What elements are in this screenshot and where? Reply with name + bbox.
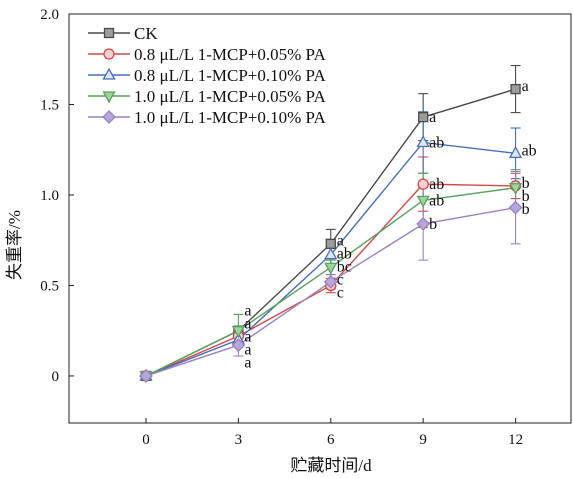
data-label: b <box>522 201 530 218</box>
legend-label: 1.0 μL/L 1-MCP+0.05% PA <box>134 87 326 106</box>
legend-symbol <box>88 91 130 104</box>
data-label: a <box>429 109 436 126</box>
data-label: c <box>337 285 344 302</box>
y-tick-label: 0.5 <box>40 278 59 294</box>
legend-item-0.8-0.05: 0.8 μL/L 1-MCP+0.05% PA <box>88 45 326 64</box>
data-point-marker <box>231 326 245 339</box>
data-point-marker <box>324 247 338 260</box>
data-label: a <box>244 302 251 319</box>
data-label: a <box>337 233 344 250</box>
legend-label: 1.0 μL/L 1-MCP+0.10% PA <box>134 108 326 127</box>
data-point-marker <box>510 83 521 95</box>
y-tick-label: 2.0 <box>40 7 59 23</box>
x-tick-label: 0 <box>142 432 150 448</box>
data-point-marker <box>508 183 523 196</box>
x-tick-label: 6 <box>327 432 335 448</box>
legend-marker <box>102 67 116 80</box>
data-points <box>139 83 523 384</box>
plot-frame <box>68 13 572 424</box>
x-tick-label: 9 <box>419 432 427 448</box>
x-tick-label: 3 <box>235 432 243 448</box>
data-label: b <box>522 175 530 192</box>
data-label: a <box>244 315 251 332</box>
legend-item-0.8-0.10: 0.8 μL/L 1-MCP+0.10% PA <box>88 66 326 85</box>
legend-label: 0.8 μL/L 1-MCP+0.05% PA <box>134 45 326 64</box>
data-label: c <box>337 272 344 289</box>
x-axis-label: 贮藏时间/d <box>290 456 372 475</box>
y-tick-label: 1.5 <box>40 97 59 113</box>
y-axis: 0 0.5 1.0 1.5 2.0 <box>40 7 74 385</box>
data-label: a <box>244 341 251 358</box>
data-label: a <box>244 328 251 345</box>
legend-marker <box>103 48 115 60</box>
data-label: ab <box>429 176 444 193</box>
legend-label: 0.8 μL/L 1-MCP+0.10% PA <box>134 66 326 85</box>
x-tick-label: 12 <box>508 432 523 448</box>
legend-symbol <box>88 67 130 80</box>
legend: CK 0.8 μL/L 1-MCP+0.05% PA 0.8 μL/L 1-MC… <box>88 24 326 127</box>
legend-marker <box>102 91 116 104</box>
legend-symbol <box>88 110 130 124</box>
data-label: a <box>244 354 251 371</box>
data-point-marker <box>139 369 153 383</box>
data-point-marker <box>418 112 429 123</box>
data-point-marker <box>324 262 338 275</box>
legend-label: CK <box>134 24 158 43</box>
y-tick-label: 1.0 <box>40 188 59 204</box>
legend-symbol <box>88 27 130 39</box>
data-point-marker <box>508 146 523 158</box>
data-point-marker <box>416 217 431 231</box>
legend-marker <box>103 27 115 39</box>
legend-item-1.0-0.10: 1.0 μL/L 1-MCP+0.10% PA <box>88 108 326 127</box>
data-label: ab <box>337 246 352 263</box>
legend-item-ck: CK <box>88 24 158 43</box>
data-point-marker <box>417 178 429 190</box>
x-axis: 0 3 6 9 12 <box>142 418 523 448</box>
data-label: ab <box>429 192 444 209</box>
legend-marker <box>102 110 116 124</box>
y-axis-label: 失重率/% <box>5 210 24 280</box>
y-tick-label: 0 <box>52 369 60 385</box>
data-point-marker <box>231 338 246 353</box>
data-label: bc <box>337 259 352 276</box>
data-point-marker <box>416 135 430 148</box>
data-label: b <box>429 216 437 233</box>
data-point-marker <box>323 274 338 289</box>
data-point-marker <box>508 200 523 215</box>
data-label: b <box>522 188 530 205</box>
data-label: a <box>522 78 529 95</box>
plot-area: 0 3 6 9 1200.51.01.52.0aaaaaaabbcccaabababba… <box>40 7 572 448</box>
data-point-marker <box>325 238 336 249</box>
legend-symbol <box>88 48 130 60</box>
legend-item-1.0-0.05: 1.0 μL/L 1-MCP+0.05% PA <box>88 87 326 106</box>
data-label: ab <box>429 134 444 151</box>
data-point-marker <box>416 195 430 208</box>
data-label: ab <box>522 142 537 159</box>
